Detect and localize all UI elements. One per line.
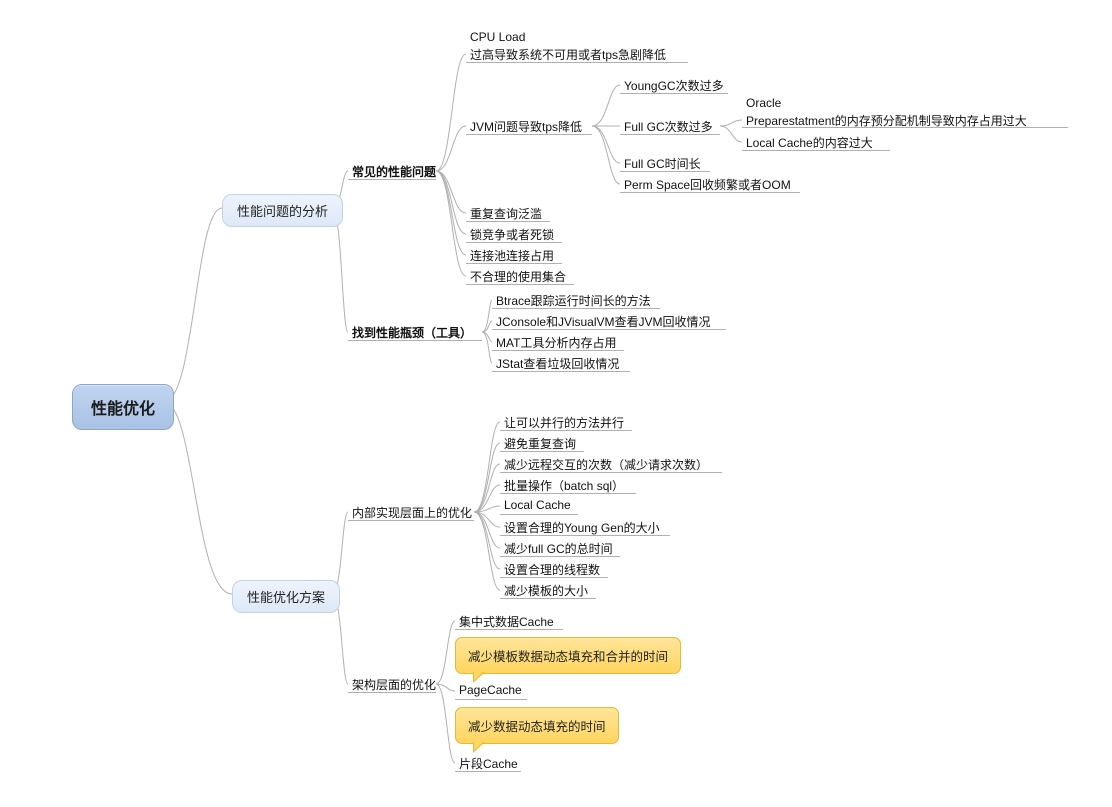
node-underline [492, 329, 726, 330]
node-underline [500, 493, 636, 494]
branch-node[interactable]: 性能问题的分析 [222, 194, 343, 227]
node-underline [500, 535, 670, 536]
branch-node[interactable]: 性能优化方案 [232, 580, 340, 613]
node-underline [455, 629, 563, 630]
node-underline [500, 514, 578, 515]
node-underline [466, 221, 550, 222]
node-underline [620, 171, 710, 172]
node-underline [466, 242, 562, 243]
node-underline [500, 577, 608, 578]
node-underline [742, 150, 890, 151]
node-underline [742, 127, 1068, 128]
node-underline [348, 179, 436, 180]
node-underline [492, 371, 630, 372]
node-underline [620, 93, 728, 94]
callout-node[interactable]: 减少模板数据动态填充和合并的时间 [455, 637, 681, 674]
node-underline [500, 598, 596, 599]
node-underline [500, 430, 632, 431]
leaf-node[interactable]: PageCache [455, 683, 526, 698]
leaf-node[interactable]: Local Cache [500, 498, 575, 513]
node-underline [466, 134, 592, 135]
node-underline [492, 350, 624, 351]
node-underline [620, 134, 720, 135]
node-underline [455, 699, 527, 700]
node-underline [492, 308, 660, 309]
mindmap-canvas: 性能优化性能问题的分析性能优化方案常见的性能问题找到性能瓶颈（工具）内部实现层面… [0, 0, 1112, 807]
node-underline [500, 556, 620, 557]
root-node[interactable]: 性能优化 [72, 384, 174, 430]
node-underline [466, 62, 688, 63]
node-underline [466, 263, 562, 264]
node-underline [455, 771, 521, 772]
node-underline [466, 284, 574, 285]
node-underline [500, 451, 584, 452]
callout-node[interactable]: 减少数据动态填充的时间 [455, 707, 619, 744]
node-underline [500, 472, 722, 473]
node-underline [348, 520, 474, 521]
node-underline [620, 192, 800, 193]
leaf-node[interactable]: CPU Load [466, 30, 529, 45]
node-underline [348, 692, 436, 693]
leaf-node[interactable]: Oracle [742, 96, 785, 111]
node-underline [348, 340, 482, 341]
